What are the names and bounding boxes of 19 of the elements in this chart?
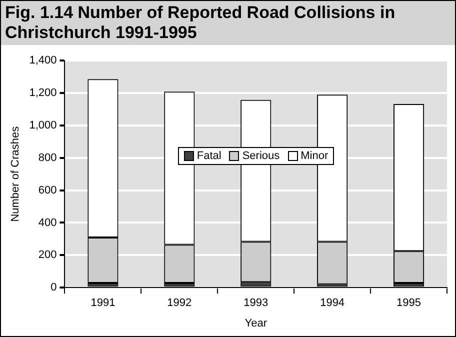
y-axis-title: Number of Crashes <box>10 126 22 222</box>
y-tick-label: 400 <box>38 216 57 229</box>
x-tick-label: 1994 <box>320 297 345 310</box>
x-tick-label: 1993 <box>244 297 268 310</box>
y-tick-label: 1,200 <box>29 87 57 100</box>
y-tick-label: 0 <box>50 282 57 294</box>
legend-label: Minor <box>300 150 328 162</box>
y-tick-label: 800 <box>38 152 57 164</box>
legend-label: Serious <box>241 150 280 162</box>
y-tick-label: 200 <box>38 249 57 262</box>
x-axis-title: Year <box>244 317 268 330</box>
x-tick-label: 1995 <box>396 297 422 310</box>
legend-label: Fatal <box>196 150 222 162</box>
chart-title: Fig. 1.14 Number of Reported Road Collisions in Christchurch 1991-1995 <box>1 1 455 45</box>
x-tick-label: 1992 <box>167 297 192 310</box>
x-tick-label: 1991 <box>90 297 116 310</box>
y-tick-label: 1,000 <box>29 119 57 132</box>
y-tick-label: 1,400 <box>29 54 57 67</box>
y-tick-label: 600 <box>38 184 57 196</box>
